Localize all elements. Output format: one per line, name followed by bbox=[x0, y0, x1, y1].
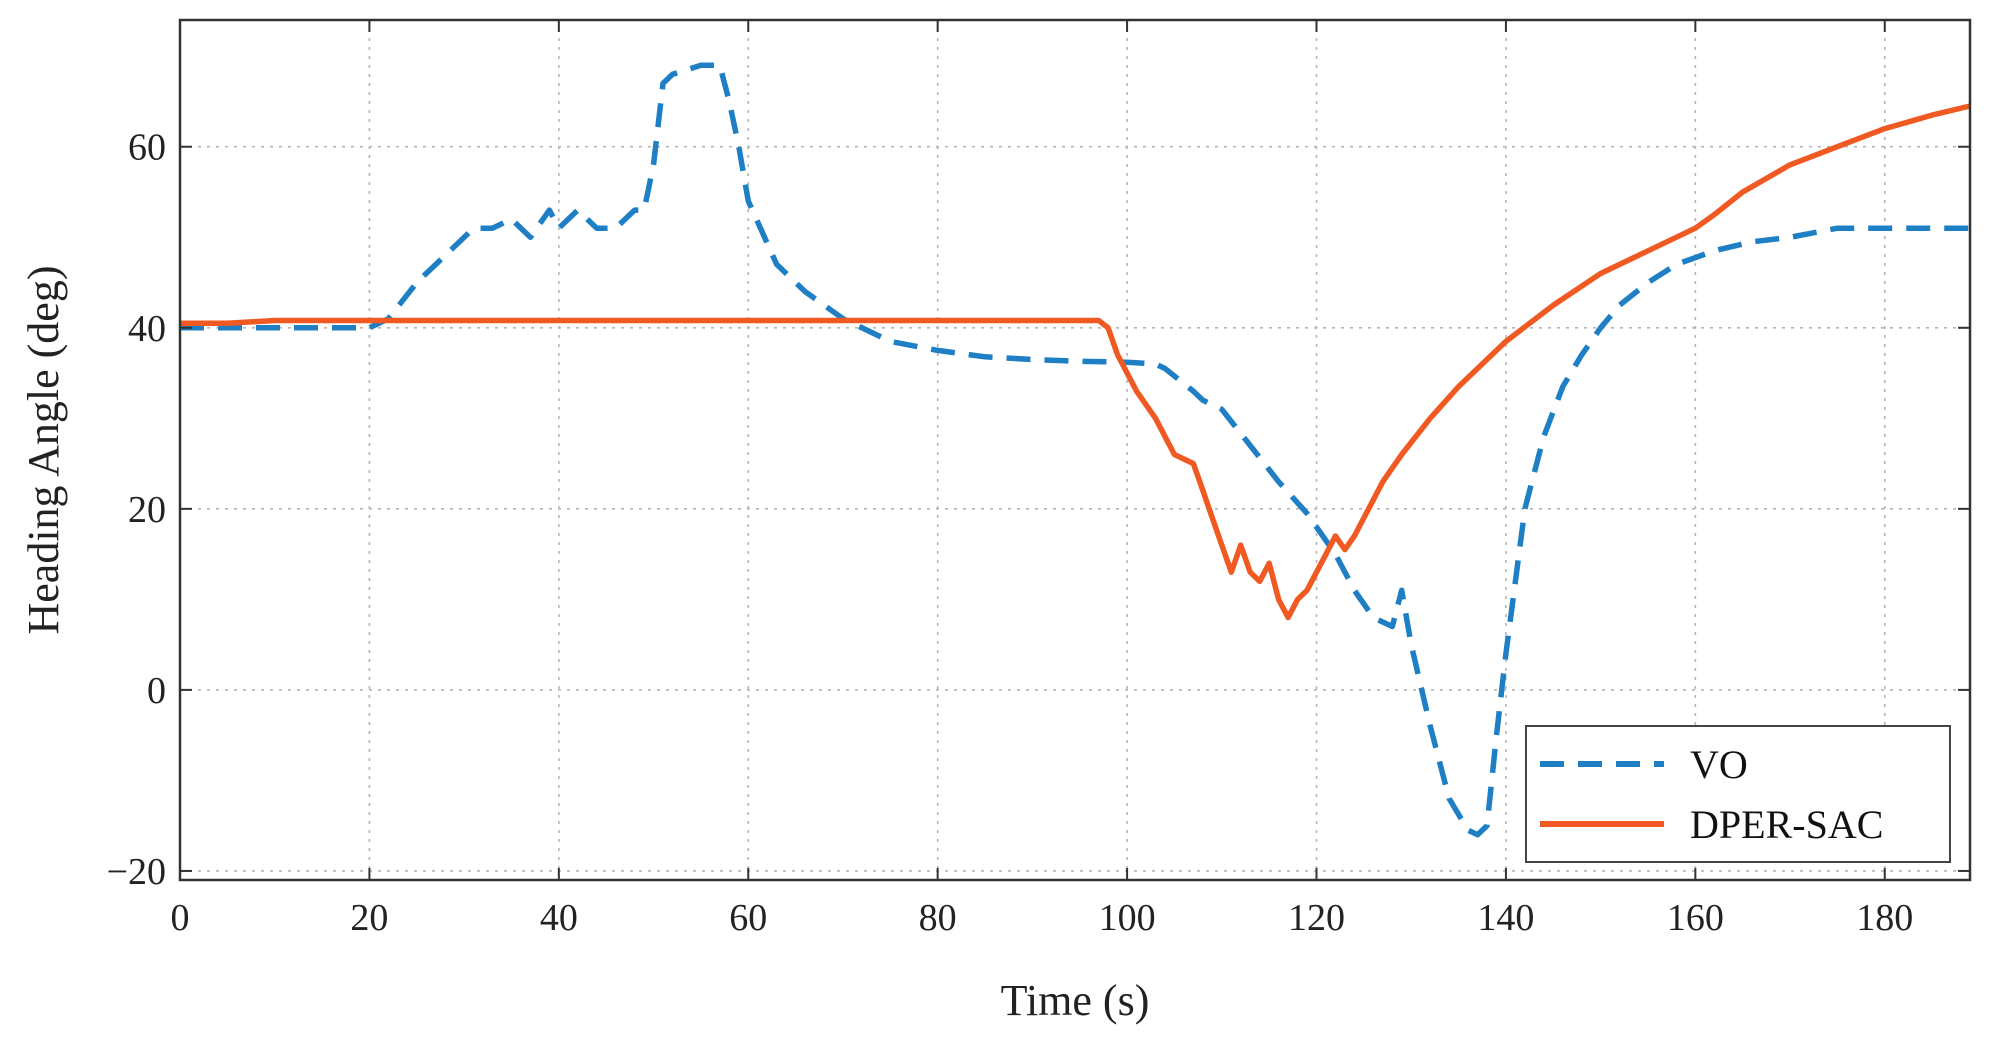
series-layer bbox=[180, 62, 1971, 838]
x-tick-label: 100 bbox=[1099, 897, 1156, 939]
y-axis-title: Heading Angle (deg) bbox=[19, 266, 68, 635]
y-tick-label: −20 bbox=[107, 851, 166, 893]
x-tick-label: 40 bbox=[540, 897, 578, 939]
series-line-vo bbox=[180, 62, 1970, 838]
legend-label-vo: VO bbox=[1690, 742, 1748, 787]
x-tick-label: 160 bbox=[1667, 897, 1724, 939]
grid bbox=[180, 20, 1970, 880]
legend: VO DPER-SAC bbox=[1525, 725, 1951, 863]
x-tick-label: 0 bbox=[171, 897, 190, 939]
x-tick-label: 120 bbox=[1288, 897, 1345, 939]
legend-label-dper-sac: DPER-SAC bbox=[1690, 802, 1883, 847]
legend-box bbox=[1525, 725, 1951, 863]
y-tick-label: 40 bbox=[128, 308, 166, 350]
x-tick-label: 180 bbox=[1856, 897, 1913, 939]
x-tick-label: 20 bbox=[350, 897, 388, 939]
y-tick-label: 0 bbox=[147, 670, 166, 712]
plot-frame bbox=[178, 18, 1972, 882]
x-tick-label: 140 bbox=[1477, 897, 1534, 939]
x-axis-title: Time (s) bbox=[1001, 976, 1150, 1025]
x-tick-label: 60 bbox=[729, 897, 767, 939]
y-tick-label: 20 bbox=[128, 489, 166, 531]
x-tick-label: 80 bbox=[919, 897, 957, 939]
series-line-dper-sac bbox=[180, 103, 1971, 621]
y-tick-label: 60 bbox=[128, 127, 166, 169]
